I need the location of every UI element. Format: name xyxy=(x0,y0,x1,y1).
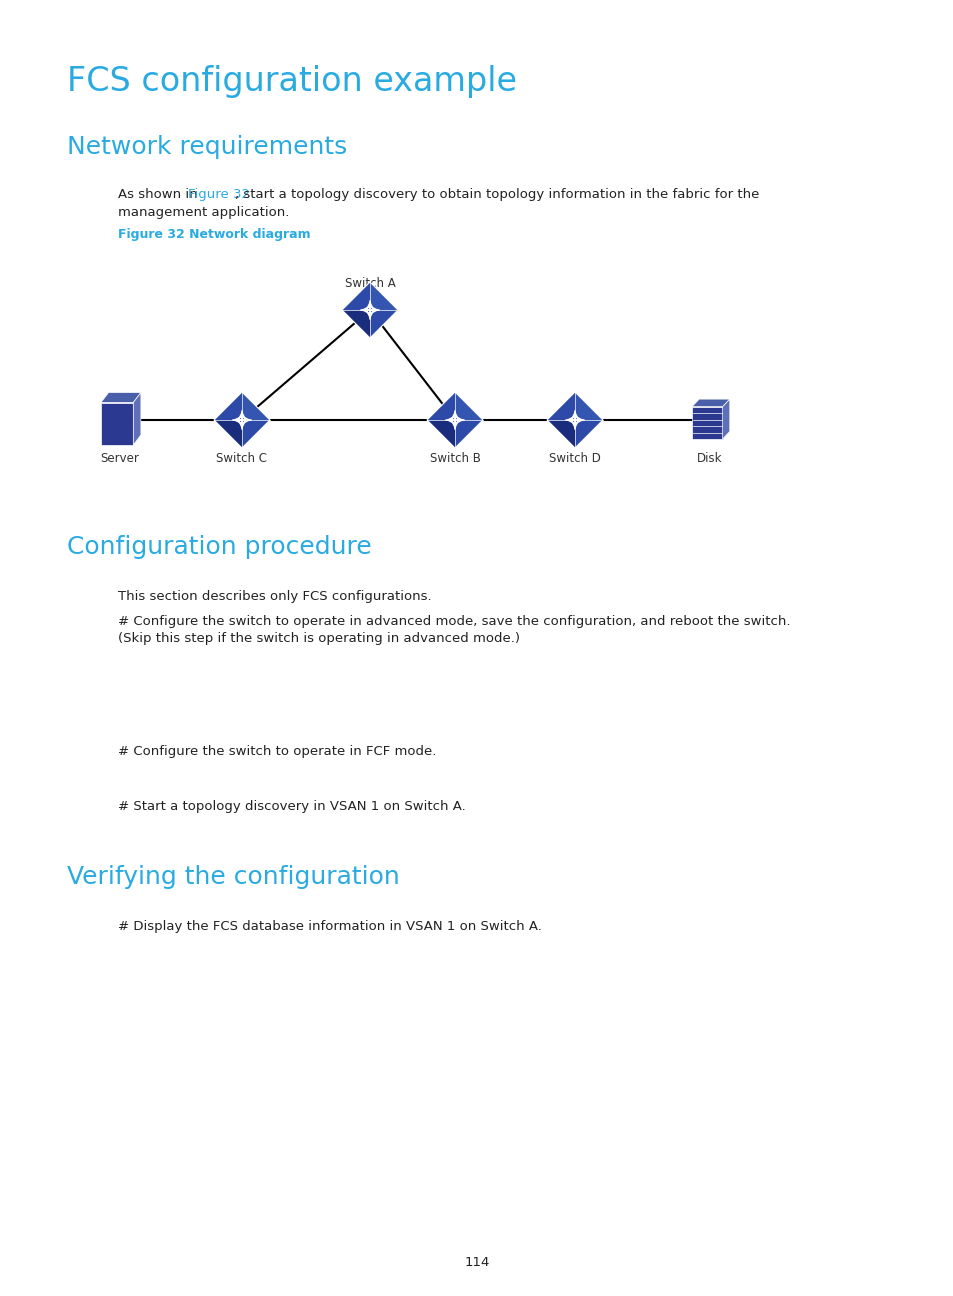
Polygon shape xyxy=(546,391,575,420)
Text: Configuration procedure: Configuration procedure xyxy=(67,535,372,559)
Text: This section describes only FCS configurations.: This section describes only FCS configur… xyxy=(118,590,431,603)
Text: Switch B: Switch B xyxy=(429,452,480,465)
Polygon shape xyxy=(455,391,482,420)
Polygon shape xyxy=(242,391,270,420)
Text: Switch A: Switch A xyxy=(344,277,395,290)
Polygon shape xyxy=(133,393,141,445)
Text: FCS configuration example: FCS configuration example xyxy=(67,65,517,98)
Text: Figure 32 Network diagram: Figure 32 Network diagram xyxy=(118,228,311,241)
Text: # Configure the switch to operate in FCF mode.: # Configure the switch to operate in FCF… xyxy=(118,745,436,758)
Polygon shape xyxy=(370,283,397,310)
Polygon shape xyxy=(427,420,455,448)
Polygon shape xyxy=(575,391,602,420)
Polygon shape xyxy=(101,393,141,403)
Polygon shape xyxy=(242,420,270,448)
Polygon shape xyxy=(341,283,397,338)
Polygon shape xyxy=(370,310,397,338)
Text: Switch C: Switch C xyxy=(216,452,267,465)
Text: Network requirements: Network requirements xyxy=(67,135,347,159)
Text: Switch D: Switch D xyxy=(549,452,600,465)
Text: Disk: Disk xyxy=(697,452,722,465)
Polygon shape xyxy=(691,399,729,407)
Polygon shape xyxy=(101,403,133,445)
Text: Figure 32: Figure 32 xyxy=(188,188,250,201)
Polygon shape xyxy=(721,399,729,439)
Polygon shape xyxy=(546,391,602,448)
Polygon shape xyxy=(213,420,242,448)
Text: # Display the FCS database information in VSAN 1 on Switch A.: # Display the FCS database information i… xyxy=(118,920,541,933)
Polygon shape xyxy=(575,420,602,448)
Text: Verifying the configuration: Verifying the configuration xyxy=(67,864,399,889)
Text: 114: 114 xyxy=(464,1256,489,1269)
Text: management application.: management application. xyxy=(118,206,289,219)
Text: Server: Server xyxy=(100,452,139,465)
Polygon shape xyxy=(455,420,482,448)
Text: , start a topology discovery to obtain topology information in the fabric for th: , start a topology discovery to obtain t… xyxy=(234,188,759,201)
Polygon shape xyxy=(427,391,455,420)
Text: # Start a topology discovery in VSAN 1 on Switch A.: # Start a topology discovery in VSAN 1 o… xyxy=(118,800,465,813)
Polygon shape xyxy=(213,391,270,448)
Text: As shown in: As shown in xyxy=(118,188,202,201)
Polygon shape xyxy=(341,283,370,310)
Polygon shape xyxy=(427,391,482,448)
Text: # Configure the switch to operate in advanced mode, save the configuration, and : # Configure the switch to operate in adv… xyxy=(118,616,790,629)
Text: (Skip this step if the switch is operating in advanced mode.): (Skip this step if the switch is operati… xyxy=(118,632,519,645)
Polygon shape xyxy=(341,310,370,338)
Polygon shape xyxy=(213,391,242,420)
Polygon shape xyxy=(691,407,721,439)
Polygon shape xyxy=(546,420,575,448)
